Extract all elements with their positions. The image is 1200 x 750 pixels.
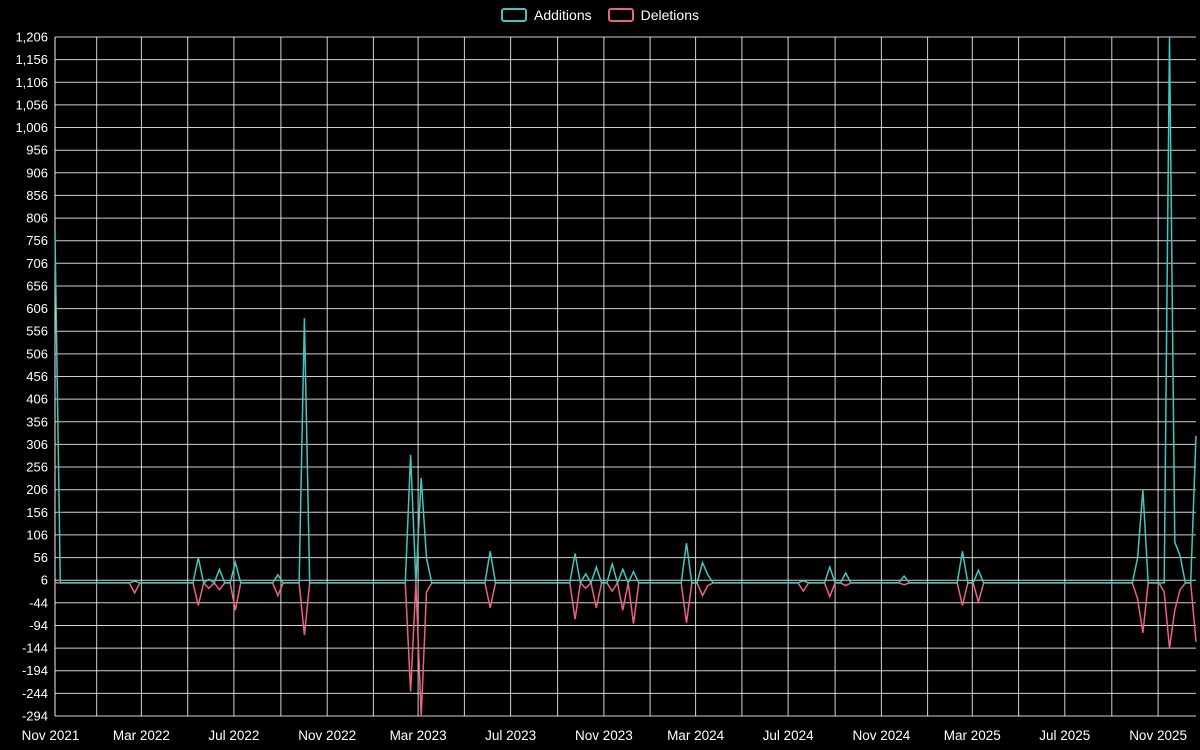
y-tick-label: 656: [26, 279, 48, 294]
x-tick-label: Nov 2025: [1129, 728, 1187, 743]
x-tick-label: Mar 2025: [944, 728, 1001, 743]
additions-swatch-icon: [501, 8, 528, 22]
x-tick-label: Nov 2023: [575, 728, 633, 743]
y-tick-label: 706: [26, 256, 48, 271]
y-tick-label: -194: [22, 663, 48, 678]
y-tick-label: 1,206: [15, 30, 48, 45]
y-tick-label: 106: [26, 527, 48, 542]
legend-label-deletions: Deletions: [640, 7, 699, 23]
x-tick-label: Jul 2024: [763, 728, 815, 743]
y-tick-label: 606: [26, 301, 48, 316]
y-tick-label: 406: [26, 392, 48, 407]
x-tick-label: Mar 2023: [390, 728, 447, 743]
legend-label-additions: Additions: [534, 7, 592, 23]
y-tick-label: -244: [22, 686, 48, 701]
x-tick-label: Jul 2022: [208, 728, 259, 743]
x-tick-label: Jul 2025: [1039, 728, 1090, 743]
x-tick-label: Nov 2024: [853, 728, 911, 743]
y-tick-label: 6: [41, 573, 48, 588]
y-tick-label: 1,056: [15, 97, 48, 112]
y-tick-label: 906: [26, 165, 48, 180]
y-tick-label: 506: [26, 346, 48, 361]
y-tick-label: 1,106: [15, 75, 48, 90]
y-tick-label: 306: [26, 437, 48, 452]
y-tick-label: 806: [26, 211, 48, 226]
y-tick-label: -144: [22, 641, 48, 656]
y-tick-label: 256: [26, 460, 48, 475]
x-tick-label: Mar 2022: [113, 728, 170, 743]
y-tick-label: 206: [26, 482, 48, 497]
y-tick-label: 156: [26, 505, 48, 520]
y-tick-label: 556: [26, 324, 48, 339]
y-tick-label: 856: [26, 188, 48, 203]
y-tick-label: -294: [22, 709, 48, 724]
y-tick-label: 1,006: [15, 120, 48, 135]
legend-item-additions[interactable]: Additions: [501, 7, 592, 23]
x-tick-label: Nov 2021: [22, 728, 80, 743]
x-tick-label: Mar 2024: [667, 728, 725, 743]
x-tick-label: Nov 2022: [298, 728, 356, 743]
y-tick-label: 1,156: [15, 52, 48, 67]
chart-legend: Additions Deletions: [0, 7, 1200, 23]
y-tick-label: 356: [26, 414, 48, 429]
y-tick-label: 456: [26, 369, 48, 384]
x-tick-label: Jul 2023: [485, 728, 536, 743]
y-tick-label: -44: [29, 595, 48, 610]
y-tick-label: 56: [34, 550, 48, 565]
additions-line: [54, 36, 1197, 586]
y-tick-label: 756: [26, 233, 48, 248]
y-tick-label: 956: [26, 143, 48, 158]
legend-item-deletions[interactable]: Deletions: [607, 7, 699, 23]
y-tick-label: -94: [29, 618, 48, 633]
deletions-swatch-icon: [607, 8, 634, 22]
